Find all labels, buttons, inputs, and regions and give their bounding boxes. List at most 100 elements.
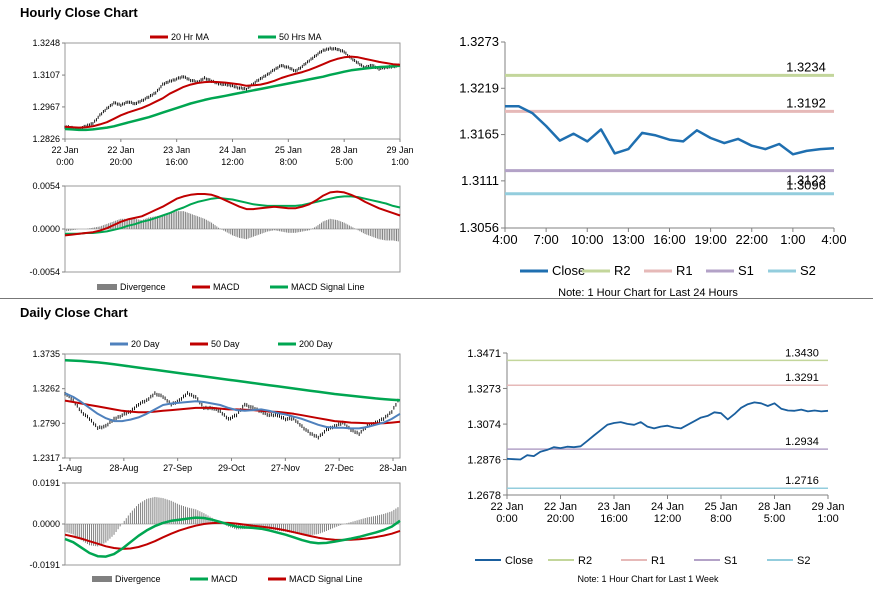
legend-hourly-divergence-swatch [97, 284, 117, 290]
hourly-price-chart: 20 Hr MA 50 Hrs MA 1.3248 1.3107 1.2967 1.282… [32, 32, 413, 167]
daily-price-plot-frame [64, 353, 401, 459]
hourly-20hr-ma-line [64, 55, 401, 129]
daily_levels-s1-value: 1.2934 [785, 436, 819, 448]
daily_levels-xtick-date: 22 Jan [490, 501, 523, 513]
legend-50hrs-ma-label: 50 Hrs MA [279, 32, 322, 42]
legend-daily-macd-signal-label: MACD Signal Line [289, 574, 363, 584]
legend-20-day-label: 20 Day [131, 339, 160, 349]
hourly-price-xtick-date: 23 Jan [163, 145, 190, 155]
daily-macd-ytick-label: 0.0191 [32, 478, 60, 488]
hourly_levels-xtick-label: 16:00 [653, 232, 686, 247]
daily_levels-xtick-date: 23 Jan [597, 501, 630, 513]
hourly_levels-legend-s1-label: S1 [738, 263, 754, 278]
hourly-50hrs-ma-line [64, 64, 401, 132]
hourly_levels-ytick-label: 1.3111 [461, 173, 499, 188]
daily-price-xtick-label: 28-Jan [379, 463, 407, 473]
hourly-price-xtick-time: 5:00 [335, 157, 353, 167]
hourly_levels-ytick-label: 1.3056 [459, 220, 499, 235]
hourly-price-xtick-time: 0:00 [56, 157, 74, 167]
hourly_levels-r1-value: 1.3192 [786, 95, 826, 110]
daily_levels-close-line [506, 401, 829, 461]
hourly_levels-xtick-label: 10:00 [571, 232, 604, 247]
hourly_levels-xtick-label: 19:00 [694, 232, 727, 247]
hourly-price-xtick-date: 29 Jan [386, 145, 413, 155]
daily-price-ytick-label: 1.3735 [32, 349, 60, 359]
legend-daily-macd-label: MACD [211, 574, 238, 584]
daily-price-ytick-label: 1.3262 [32, 384, 60, 394]
daily_levels-r2-value: 1.3430 [785, 347, 819, 359]
hourly_levels-legend-r1-label: R1 [676, 263, 693, 278]
daily_levels-note: Note: 1 Hour Chart for Last 1 Week [578, 574, 719, 584]
hourly_levels-s2-value: 1.3096 [786, 178, 826, 193]
daily_levels-legend-r2-label: R2 [578, 555, 592, 567]
daily_levels-xtick-time: 12:00 [654, 513, 682, 525]
daily-price-chart: 20 Day 50 Day 200 Day 1.3735 1.3262 1.2790 1.2… [32, 339, 407, 473]
hourly_levels-xtick-label: 1:00 [780, 232, 805, 247]
legend-hourly-macd-signal-swatch [270, 285, 288, 289]
hourly_levels-r2-value: 1.3234 [786, 59, 826, 74]
hourly_levels-ytick-label: 1.3219 [459, 80, 499, 95]
daily_levels-legend-close-label: Close [505, 555, 533, 567]
daily_levels-xtick-date: 22 Jan [544, 501, 577, 513]
daily_levels-s2-value: 1.2716 [785, 475, 819, 487]
daily-price-xtick-label: 29-Oct [218, 463, 246, 473]
legend-50-day-swatch [190, 342, 208, 346]
hourly_levels-xtick-label: 13:00 [612, 232, 645, 247]
daily-macd-chart: 0.0191 0.0000 -0.0191 Divergence MACD MACD Si… [29, 478, 401, 584]
daily-50-day-line [64, 399, 401, 425]
hourly-price-xtick-date: 25 Jan [275, 145, 302, 155]
hourly-price-xtick-date: 24 Jan [219, 145, 246, 155]
hourly-macd-ytick-label: 0.0054 [32, 181, 60, 191]
hourly-section-title: Hourly Close Chart [20, 5, 138, 20]
hourly-price-xtick-time: 8:00 [280, 157, 298, 167]
daily_levels-xtick-time: 20:00 [547, 513, 575, 525]
hourly_levels-legend-s2-label: S2 [800, 263, 816, 278]
hourly_levels-legend-r2-label: R2 [614, 263, 631, 278]
daily_levels-xtick-date: 28 Jan [758, 501, 791, 513]
hourly-price-xtick-time: 1:00 [391, 157, 409, 167]
hourly-price-ytick-label: 1.3107 [32, 70, 60, 80]
hourly-macd-signal-line [65, 195, 401, 235]
daily_levels-legend-s2-label: S2 [797, 555, 810, 567]
legend-daily-divergence-swatch [92, 576, 112, 582]
daily-macd-line [64, 516, 401, 558]
hourly-macd-ytick-label: 0.0000 [32, 224, 60, 234]
daily_levels-ytick-label: 1.3074 [467, 419, 501, 431]
legend-20hr-ma-swatch [150, 35, 168, 39]
hourly_levels-ytick-label: 1.3165 [459, 127, 499, 142]
daily_levels-ytick-label: 1.2678 [467, 490, 501, 502]
daily_levels-legend-s1-label: S1 [724, 555, 737, 567]
daily-price-xtick-label: 27-Sep [163, 463, 192, 473]
daily_levels-xtick-time: 5:00 [764, 513, 785, 525]
hourly-price-xtick-time: 16:00 [165, 157, 188, 167]
daily_levels-xtick-date: 29 Jan [811, 501, 844, 513]
legend-daily-macd-signal-swatch [268, 577, 286, 581]
daily_levels-legend-r1-label: R1 [651, 555, 665, 567]
daily-price-ytick-label: 1.2790 [32, 418, 60, 428]
daily-price-xtick-label: 27-Nov [271, 463, 301, 473]
hourly-price-xtick-date: 22 Jan [51, 145, 78, 155]
hourly_levels-xtick-label: 4:00 [492, 232, 517, 247]
daily_levels-ytick-label: 1.3471 [467, 348, 501, 360]
legend-50-day-label: 50 Day [211, 339, 240, 349]
hourly-price-ytick-label: 1.2967 [32, 102, 60, 112]
hourly-macd-chart: 0.0054 0.0000 -0.0054 Divergence MACD MACD Si… [29, 181, 401, 292]
legend-50hrs-ma-swatch [258, 35, 276, 39]
legend-20-day-swatch [110, 342, 128, 346]
hourly_levels-close-line [505, 105, 835, 156]
legend-daily-macd-swatch [190, 577, 208, 581]
legend-hourly-divergence-label: Divergence [120, 282, 166, 292]
hourly_levels-s1-value: 1.3123 [786, 173, 826, 188]
hourly_levels-note: Note: 1 Hour Chart for Last 24 Hours [558, 287, 738, 299]
daily_levels-xtick-date: 24 Jan [651, 501, 684, 513]
hourly-macd-ytick-label: -0.0054 [29, 267, 60, 277]
daily_levels-xtick-time: 8:00 [710, 513, 731, 525]
daily-200-day-line [64, 358, 401, 402]
legend-hourly-macd-swatch [192, 285, 210, 289]
daily-20-day-line [64, 392, 401, 430]
daily_levels-ytick-label: 1.3273 [467, 383, 501, 395]
hourly-price-ytick-label: 1.2826 [32, 134, 60, 144]
section-divider [0, 298, 873, 299]
